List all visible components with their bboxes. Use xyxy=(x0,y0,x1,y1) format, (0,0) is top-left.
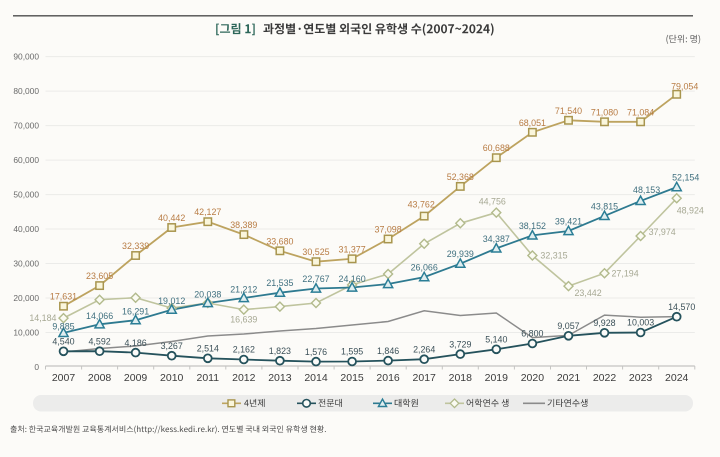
svg-text:1,823: 1,823 xyxy=(269,346,291,356)
svg-text:14,066: 14,066 xyxy=(86,311,113,321)
svg-text:32,339: 32,339 xyxy=(122,241,149,251)
svg-text:10,003: 10,003 xyxy=(627,318,654,328)
svg-text:3,267: 3,267 xyxy=(161,341,183,351)
svg-text:20,038: 20,038 xyxy=(194,290,221,300)
svg-text:19,012: 19,012 xyxy=(158,296,185,306)
svg-text:2007: 2007 xyxy=(52,372,76,384)
svg-text:4,186: 4,186 xyxy=(124,338,146,348)
svg-text:1,595: 1,595 xyxy=(341,347,363,357)
svg-text:38,389: 38,389 xyxy=(230,220,257,230)
svg-text:2011: 2011 xyxy=(197,372,220,384)
svg-text:42,127: 42,127 xyxy=(194,207,221,217)
svg-text:2023: 2023 xyxy=(629,372,653,384)
svg-text:2,162: 2,162 xyxy=(233,345,255,355)
svg-text:5,140: 5,140 xyxy=(485,335,507,345)
svg-text:1,846: 1,846 xyxy=(377,346,399,356)
svg-text:0: 0 xyxy=(34,362,39,372)
svg-text:71,540: 71,540 xyxy=(555,106,582,116)
svg-text:23,442: 23,442 xyxy=(575,288,602,298)
svg-text:9,928: 9,928 xyxy=(593,318,615,328)
svg-text:39,421: 39,421 xyxy=(555,217,582,227)
svg-text:2020: 2020 xyxy=(521,372,545,384)
svg-text:2022: 2022 xyxy=(593,372,617,384)
svg-text:30,000: 30,000 xyxy=(13,258,39,268)
svg-text:33,680: 33,680 xyxy=(266,236,293,246)
svg-text:2008: 2008 xyxy=(88,372,112,384)
svg-text:24,160: 24,160 xyxy=(339,274,366,284)
svg-text:60,000: 60,000 xyxy=(13,155,39,165)
svg-text:2015: 2015 xyxy=(340,372,364,384)
svg-text:71,084: 71,084 xyxy=(627,107,654,117)
svg-text:38,152: 38,152 xyxy=(519,221,546,231)
svg-text:9,885: 9,885 xyxy=(52,322,74,332)
svg-text:14,570: 14,570 xyxy=(668,302,695,312)
svg-text:71,080: 71,080 xyxy=(591,107,618,117)
svg-text:43,762: 43,762 xyxy=(408,200,435,210)
svg-text:2016: 2016 xyxy=(376,372,400,384)
svg-text:43,815: 43,815 xyxy=(591,201,618,211)
svg-text:22,767: 22,767 xyxy=(302,274,329,284)
svg-text:26,066: 26,066 xyxy=(411,263,438,273)
svg-text:9,057: 9,057 xyxy=(557,321,579,331)
svg-text:37,974: 37,974 xyxy=(649,227,676,237)
svg-text:16,639: 16,639 xyxy=(230,315,257,325)
svg-text:3,729: 3,729 xyxy=(449,339,471,349)
svg-text:48,924: 48,924 xyxy=(677,205,704,215)
svg-text:79,054: 79,054 xyxy=(671,81,698,91)
svg-text:16,291: 16,291 xyxy=(122,307,149,317)
svg-text:2021: 2021 xyxy=(557,372,581,384)
svg-text:6,800: 6,800 xyxy=(521,329,543,339)
svg-text:2,514: 2,514 xyxy=(197,344,219,354)
svg-text:2012: 2012 xyxy=(232,372,256,384)
svg-text:2019: 2019 xyxy=(485,372,509,384)
svg-text:30,525: 30,525 xyxy=(302,247,329,257)
svg-text:2,264: 2,264 xyxy=(413,344,435,354)
svg-text:2018: 2018 xyxy=(449,372,473,384)
svg-text:20,000: 20,000 xyxy=(13,293,39,303)
svg-text:40,000: 40,000 xyxy=(13,224,39,234)
svg-text:29,939: 29,939 xyxy=(447,249,474,259)
svg-text:32,315: 32,315 xyxy=(540,251,567,261)
svg-text:90,000: 90,000 xyxy=(13,51,39,61)
svg-text:4,540: 4,540 xyxy=(52,337,74,347)
svg-text:21,535: 21,535 xyxy=(266,278,293,288)
svg-text:2010: 2010 xyxy=(160,372,184,384)
svg-text:2009: 2009 xyxy=(124,372,148,384)
svg-text:44,756: 44,756 xyxy=(479,197,506,207)
svg-text:27,194: 27,194 xyxy=(612,269,639,279)
svg-text:34,387: 34,387 xyxy=(483,234,510,244)
svg-text:2024: 2024 xyxy=(665,372,689,384)
svg-text:10,000: 10,000 xyxy=(13,327,39,337)
svg-text:70,000: 70,000 xyxy=(13,120,39,130)
svg-text:31,377: 31,377 xyxy=(339,244,366,254)
svg-text:52,154: 52,154 xyxy=(672,173,699,183)
svg-text:37,098: 37,098 xyxy=(375,225,402,235)
svg-text:52,368: 52,368 xyxy=(447,172,474,182)
svg-text:21,212: 21,212 xyxy=(230,285,257,295)
svg-text:80,000: 80,000 xyxy=(13,86,39,96)
svg-text:1,576: 1,576 xyxy=(305,347,327,357)
svg-text:17,631: 17,631 xyxy=(50,292,77,302)
svg-text:2013: 2013 xyxy=(268,372,292,384)
svg-text:50,000: 50,000 xyxy=(13,189,39,199)
svg-text:23,605: 23,605 xyxy=(86,271,113,281)
svg-text:48,153: 48,153 xyxy=(633,185,660,195)
svg-text:4,592: 4,592 xyxy=(88,336,110,346)
svg-text:60,688: 60,688 xyxy=(483,143,510,153)
svg-text:40,442: 40,442 xyxy=(158,213,185,223)
svg-text:2014: 2014 xyxy=(304,372,328,384)
svg-text:2017: 2017 xyxy=(413,372,437,384)
svg-text:14,184: 14,184 xyxy=(29,313,56,323)
svg-text:68,051: 68,051 xyxy=(519,118,546,128)
